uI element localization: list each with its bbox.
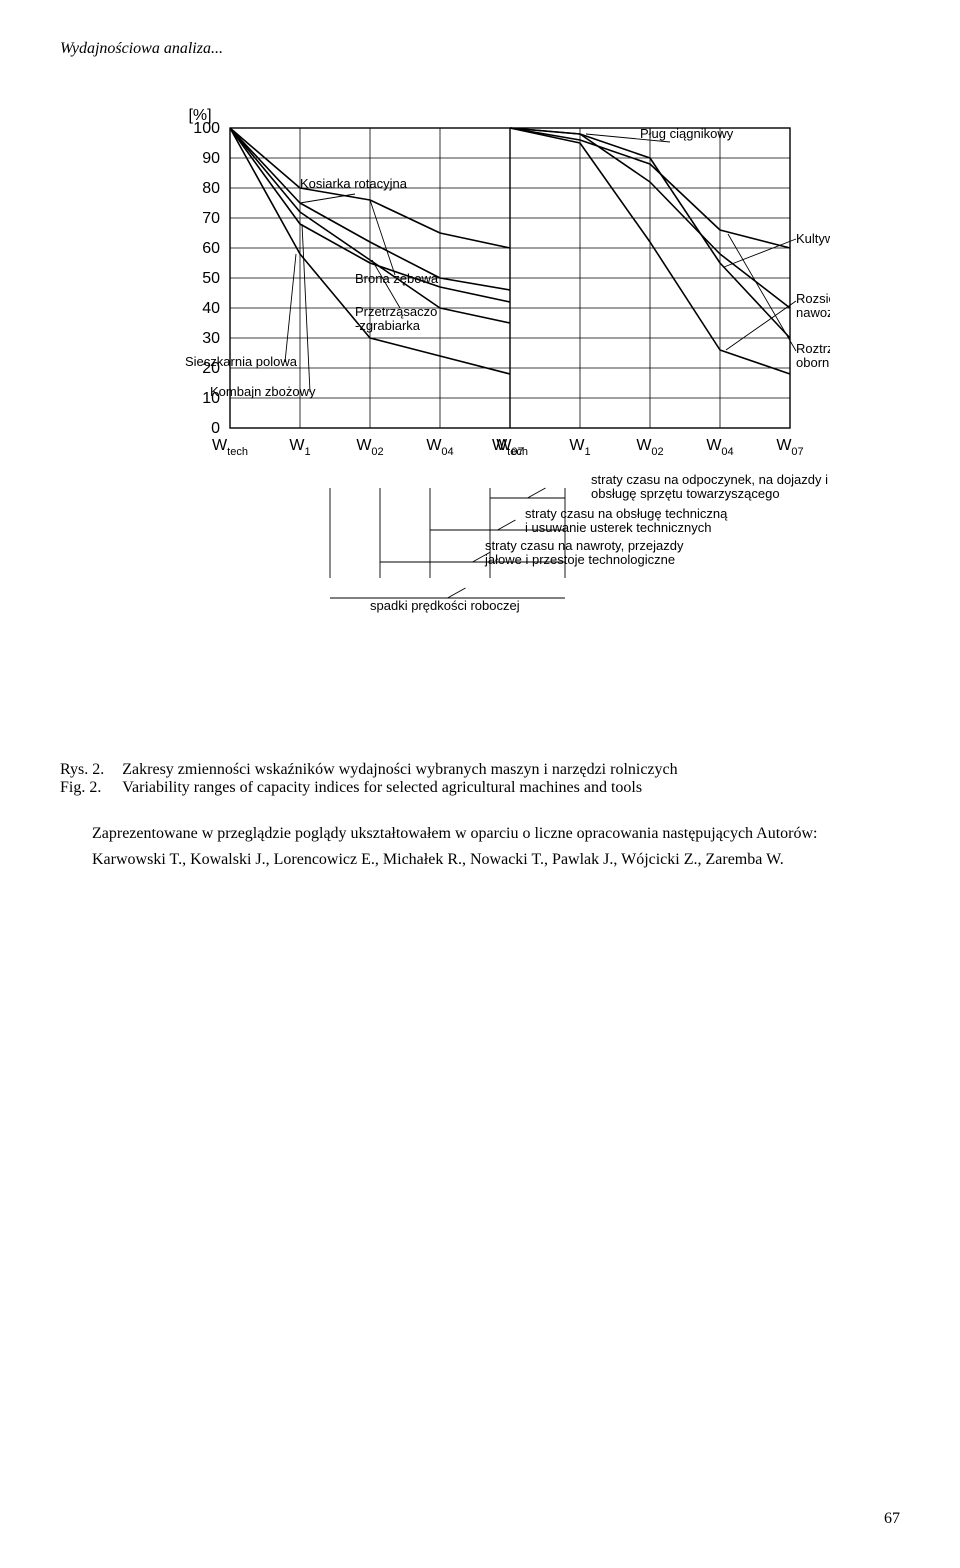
svg-text:Kombajn zbożowy: Kombajn zbożowy <box>210 384 316 399</box>
svg-text:40: 40 <box>202 300 220 317</box>
svg-text:Kultywator: Kultywator <box>796 231 830 246</box>
svg-text:spadki prędkości roboczej: spadki prędkości roboczej <box>370 598 520 613</box>
svg-text:70: 70 <box>202 210 220 227</box>
svg-text:Kosiarka rotacyjna: Kosiarka rotacyjna <box>300 176 408 191</box>
svg-text:30: 30 <box>202 330 220 347</box>
svg-text:Wtech: Wtech <box>212 437 248 458</box>
svg-text:Sieczkarnia polowa: Sieczkarnia polowa <box>185 354 298 369</box>
svg-text:Przetrząsaczo-zgrabiarka: Przetrząsaczo-zgrabiarka <box>355 304 437 333</box>
svg-text:Rozsiewacznawozów: Rozsiewacznawozów <box>796 291 830 320</box>
caption-fig-text: Variability ranges of capacity indices f… <box>122 779 677 797</box>
svg-text:W02: W02 <box>636 437 663 458</box>
svg-text:W04: W04 <box>426 437 453 458</box>
svg-text:90: 90 <box>202 150 220 167</box>
svg-text:60: 60 <box>202 240 220 257</box>
caption-rys-text: Zakresy zmienności wskaźników wydajności… <box>122 761 677 779</box>
page-number: 67 <box>60 1510 900 1528</box>
svg-text:80: 80 <box>202 180 220 197</box>
svg-text:W02: W02 <box>356 437 383 458</box>
svg-text:W07: W07 <box>776 437 803 458</box>
svg-text:W1: W1 <box>289 437 310 458</box>
caption-rys-label: Rys. 2. <box>60 761 122 779</box>
svg-text:Brona zębowa: Brona zębowa <box>355 271 439 286</box>
caption-fig-label: Fig. 2. <box>60 779 122 797</box>
svg-text:0: 0 <box>211 420 220 437</box>
chart-svg: 0102030405060708090100[%]Kosiarka rotacy… <box>130 98 830 738</box>
svg-text:straty czasu na odpoczynek, na: straty czasu na odpoczynek, na dojazdy i… <box>591 472 828 501</box>
svg-text:Pług ciągnikowy: Pług ciągnikowy <box>640 126 734 141</box>
running-head: Wydajnościowa analiza... <box>60 40 900 58</box>
svg-text:straty czasu na nawroty, przej: straty czasu na nawroty, przejazdyjałowe… <box>484 538 684 567</box>
figure: 0102030405060708090100[%]Kosiarka rotacy… <box>60 98 900 743</box>
svg-text:W1: W1 <box>569 437 590 458</box>
svg-text:Roztrząsaczobornika: Roztrząsaczobornika <box>796 341 830 370</box>
svg-text:straty czasu na obsługę techni: straty czasu na obsługę technicznąi usuw… <box>525 506 728 535</box>
svg-text:W04: W04 <box>706 437 733 458</box>
svg-text:[%]: [%] <box>188 107 211 124</box>
caption-block: Rys. 2. Zakresy zmienności wskaźników wy… <box>60 761 678 797</box>
body-paragraph-2: Karwowski T., Kowalski J., Lorencowicz E… <box>60 849 900 871</box>
svg-text:50: 50 <box>202 270 220 287</box>
body-paragraph-1: Zaprezentowane w przeglądzie poglądy uks… <box>60 823 900 845</box>
